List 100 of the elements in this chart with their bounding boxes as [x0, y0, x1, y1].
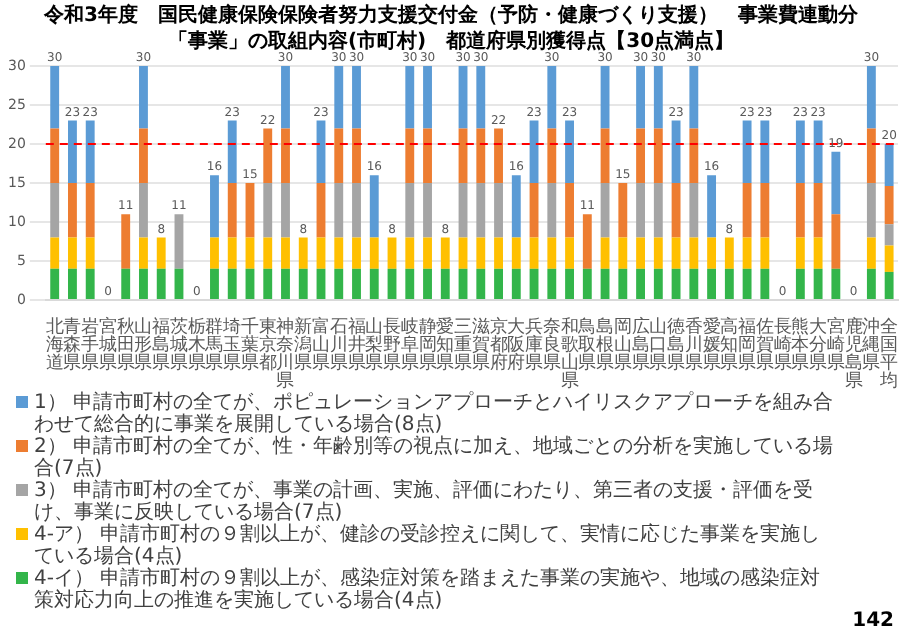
bar [50, 268, 60, 299]
bar [352, 128, 361, 183]
bar [50, 128, 60, 183]
bar [618, 268, 628, 299]
bar [689, 128, 699, 183]
bar [210, 237, 219, 269]
bar [405, 268, 415, 299]
bar [334, 66, 344, 129]
bar [85, 268, 95, 299]
bar [174, 268, 184, 299]
x-tick-label: 山形県 [134, 315, 153, 374]
bar [423, 183, 432, 238]
x-tick-label: 大分県 [809, 315, 828, 374]
bar [50, 66, 60, 129]
bar [281, 237, 290, 269]
x-tick-label: 埼玉県 [221, 315, 242, 374]
bar [227, 120, 237, 183]
bar [795, 183, 805, 238]
bar [85, 120, 95, 183]
bar [636, 237, 646, 269]
bar [68, 237, 77, 269]
bar [565, 120, 574, 183]
x-tick-label: 愛媛県 [702, 315, 721, 374]
bar [281, 128, 290, 183]
bar [494, 268, 503, 299]
bar [50, 183, 60, 238]
bar [227, 183, 237, 238]
bar [636, 66, 646, 129]
x-tick-label: 山梨県 [365, 315, 384, 374]
bar [742, 237, 752, 269]
x-tick-label: 香川県 [684, 315, 703, 374]
bar [281, 268, 290, 299]
bar [866, 237, 876, 269]
bar [884, 245, 894, 272]
bar [582, 214, 592, 269]
bar [636, 128, 646, 183]
x-tick-label: 青森県 [63, 315, 82, 374]
x-tick-label: 山口県 [649, 315, 668, 374]
bar [387, 237, 397, 269]
bar [352, 183, 361, 238]
bar [316, 183, 326, 238]
x-tick-label: 佐賀県 [755, 315, 774, 374]
x-tick-label: 沖縄県 [860, 315, 881, 374]
bar [458, 66, 468, 129]
bar [689, 66, 699, 129]
bar [760, 120, 770, 183]
bar [813, 120, 823, 183]
bar [653, 237, 663, 269]
bar [139, 183, 148, 238]
x-tick-label: 兵庫県 [525, 315, 544, 374]
bar [760, 183, 770, 238]
bar [636, 183, 646, 238]
legend-label: 2） 申請市町村の全てが、性・年齢別等の視点に加え、地域ごとの分析を実施している場合(7点) [34, 436, 836, 480]
bar [795, 237, 805, 269]
bar [866, 66, 876, 129]
x-tick-label: 三重県 [454, 317, 473, 374]
bar [139, 128, 148, 183]
bar [121, 268, 131, 299]
bar [334, 128, 344, 183]
bar [156, 237, 166, 269]
bar [440, 237, 450, 269]
bar [600, 128, 610, 183]
bar [547, 66, 557, 129]
bar [884, 224, 894, 246]
bar [671, 183, 681, 238]
x-tick-label: 島根県 [596, 315, 615, 374]
bar [653, 66, 663, 129]
bar [600, 237, 610, 269]
text: 142 [852, 610, 894, 632]
x-tick-label: 高知県 [720, 315, 739, 374]
bar [298, 268, 308, 299]
bar [423, 237, 432, 269]
bar [831, 268, 841, 299]
x-tick-label: 北海道 [45, 315, 64, 374]
bar [760, 268, 770, 299]
bar [724, 237, 734, 269]
bar [600, 66, 610, 129]
bar [547, 183, 557, 238]
x-tick-label: 京都府 [489, 315, 508, 374]
bar [884, 144, 894, 187]
x-tick-label: 静岡県 [418, 315, 437, 374]
bar [139, 237, 148, 269]
bar [476, 66, 486, 129]
legend-label: 3） 申請市町村の全てが、事業の計画、実施、評価にわたり、第三者の支援・評価を受け、事業に反映している場合(7点) [34, 480, 816, 524]
bar [369, 237, 379, 269]
bar [689, 183, 699, 238]
bar [866, 268, 876, 299]
bar [671, 120, 681, 183]
bar [476, 237, 486, 269]
bar [866, 128, 876, 183]
legend-label: 1） 申請市町村の全てが、ポピュレーションアプローチとハイリスクアプローチを組み合わせて総合的に事業を展開している場合(8点) [34, 392, 836, 436]
bar [529, 183, 539, 238]
bar [458, 183, 468, 238]
x-tick-label: 愛知県 [436, 315, 455, 374]
bar [884, 186, 894, 225]
x-tick-label: 長崎県 [773, 315, 792, 374]
bar [423, 128, 432, 183]
bar [50, 237, 60, 269]
bar [174, 214, 184, 269]
bar [281, 183, 290, 238]
